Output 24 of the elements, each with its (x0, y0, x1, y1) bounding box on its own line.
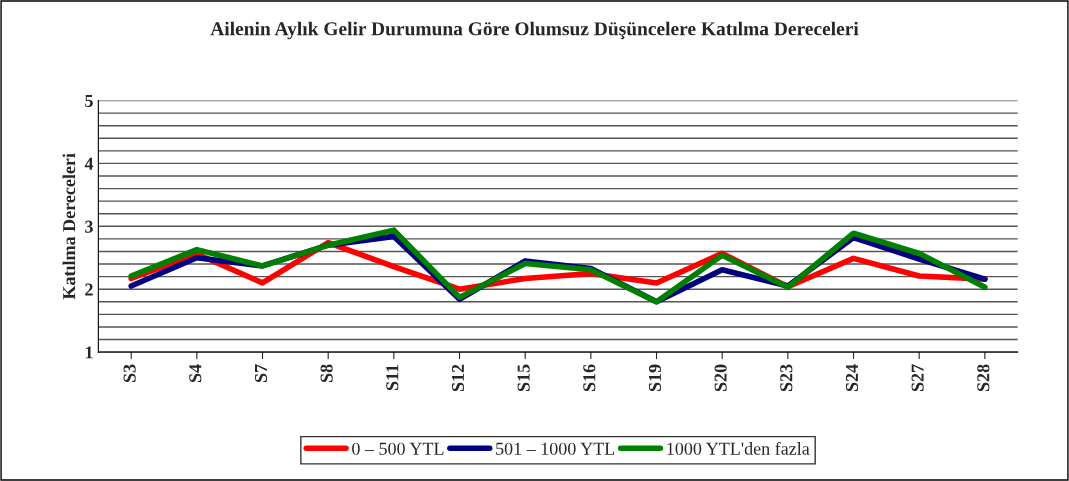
x-tick-label: S7 (254, 364, 268, 382)
x-tick-label: S16 (583, 364, 596, 392)
x-tick-label: S12 (451, 364, 465, 392)
y-axis-title: Katılma Dereceleri (62, 153, 76, 300)
legend-label: 501 – 1000 YTL (496, 442, 615, 455)
x-tick-label: S23 (780, 364, 793, 392)
y-tick-label: 1 (85, 346, 93, 359)
x-tick-label: S11 (386, 364, 399, 391)
legend-label: 0 – 500 YTL (352, 442, 444, 455)
x-tick-label: S19 (648, 364, 662, 392)
chart-title: Ailenin Aylık Gelir Durumuna Göre Olumsuz Düşüncelere Katılma Dereceleri (210, 21, 859, 40)
x-tick-label: S3 (123, 364, 136, 382)
y-tick-label: 5 (85, 94, 93, 107)
x-tick-label: S28 (977, 364, 990, 392)
y-tick-label: 4 (84, 157, 94, 170)
legend-label: 1000 YTL'den fazla (667, 441, 810, 455)
x-tick-label: S24 (845, 364, 859, 392)
x-tick-label: S4 (189, 364, 202, 382)
x-tick-label: S27 (911, 364, 924, 392)
y-tick-label: 2 (85, 283, 93, 296)
x-tick-label: S15 (517, 364, 530, 392)
y-tick-label: 3 (85, 220, 93, 233)
x-tick-label: S20 (714, 364, 727, 392)
x-tick-label: S8 (320, 364, 333, 382)
